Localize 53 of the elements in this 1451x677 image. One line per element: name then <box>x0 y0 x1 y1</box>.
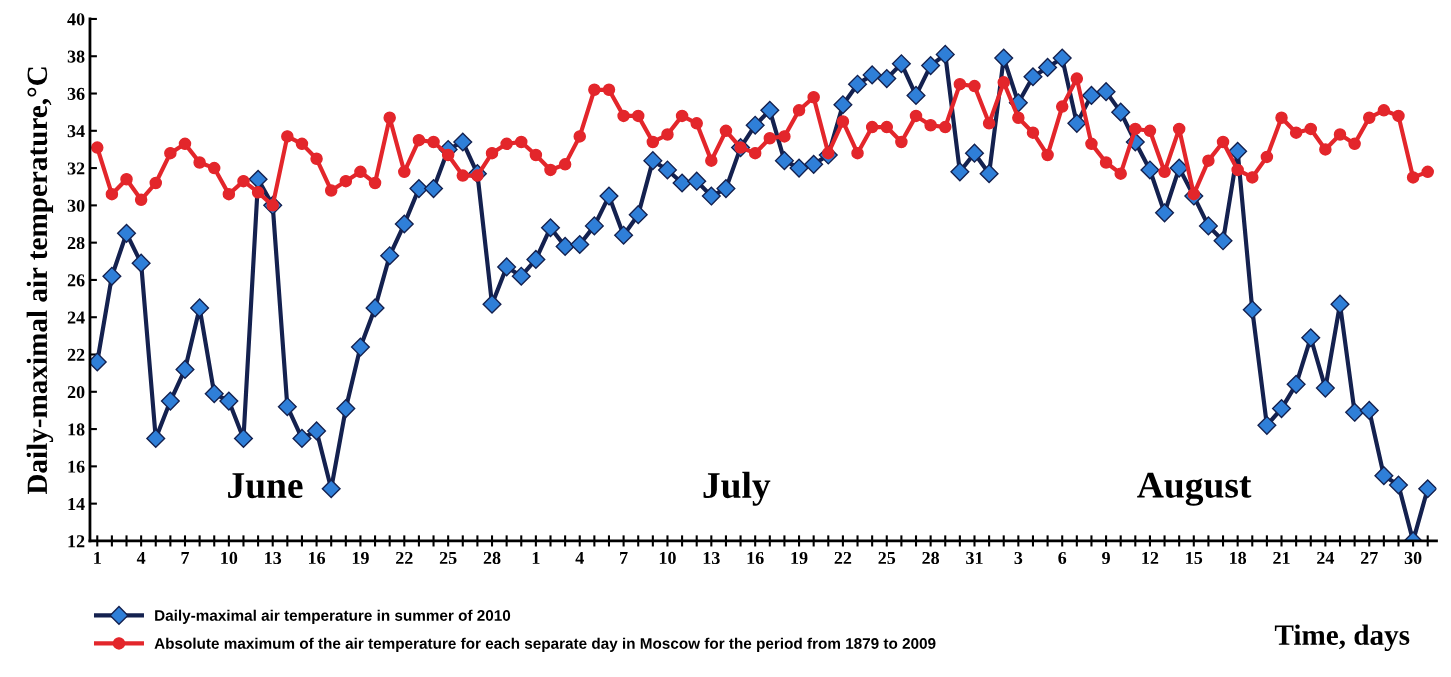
x-tick-label: 31 <box>966 551 983 565</box>
x-tick-label: 7 <box>181 552 190 564</box>
x-tick-label: 19 <box>352 551 369 565</box>
y-tick-label: 38 <box>67 50 85 63</box>
y-tick-label: 20 <box>67 386 85 399</box>
x-tick-label: 12 <box>1142 551 1159 564</box>
x-tick-label: 10 <box>659 551 676 565</box>
x-tick-label: 28 <box>922 551 940 565</box>
x-tick-label: 1 <box>532 551 540 564</box>
x-tick-label: 27 <box>1360 551 1378 564</box>
y-tick-label: 40 <box>67 13 85 26</box>
x-tick-label: 18 <box>1230 551 1247 565</box>
x-tick-label: 16 <box>309 551 326 565</box>
x-axis-title: Time, days <box>1274 624 1410 651</box>
x-tick-label: 25 <box>878 551 896 565</box>
annotation: July <box>703 471 771 506</box>
legend-label: Daily-maximal air temperature in summer of 2010 <box>155 609 511 624</box>
x-tick-label: 28 <box>483 551 501 565</box>
x-tick-label: 24 <box>1317 551 1335 564</box>
x-tick-label: 19 <box>791 551 808 565</box>
y-tick-label: 36 <box>67 87 85 100</box>
x-tick-label: 25 <box>439 551 457 565</box>
y-tick-label: 24 <box>67 311 85 324</box>
x-tick-label: 13 <box>265 551 282 565</box>
x-tick-label: 9 <box>1102 551 1110 565</box>
x-tick-label: 22 <box>834 551 852 564</box>
y-tick-label: 16 <box>68 460 85 473</box>
y-tick-label: 12 <box>68 535 85 548</box>
x-tick-label: 22 <box>396 551 413 564</box>
annotation: August <box>1137 472 1252 506</box>
x-tick-label: 13 <box>703 551 720 565</box>
x-tick-label: 15 <box>1186 551 1203 565</box>
annotation: June <box>228 473 303 499</box>
x-tick-label: 21 <box>1273 551 1290 564</box>
y-tick-label: 18 <box>68 423 85 436</box>
y-tick-label: 30 <box>67 199 85 212</box>
x-tick-label: 4 <box>136 551 146 564</box>
y-tick-label: 14 <box>68 497 85 510</box>
y-tick-label: 28 <box>67 236 85 250</box>
y-tick-label: 26 <box>67 274 85 287</box>
legend-label: Absolute maximum of the air temperature for each separate day in Moscow for the period from 1879 to 2009 <box>154 637 936 652</box>
x-tick-label: 4 <box>575 551 584 564</box>
x-tick-label: 16 <box>747 551 764 565</box>
x-tick-label: 3 <box>1014 551 1023 565</box>
x-tick-label: 30 <box>1404 551 1422 565</box>
x-tick-label: 1 <box>94 551 101 564</box>
x-tick-label: 7 <box>620 552 628 564</box>
x-tick-label: 10 <box>221 551 238 565</box>
y-tick-label: 34 <box>67 125 85 138</box>
y-tick-label: 32 <box>67 162 85 175</box>
y-tick-label: 22 <box>67 348 85 361</box>
x-tick-label: 6 <box>1058 551 1067 565</box>
y-axis-title: Daily-maximal air temperature,°C <box>26 67 54 495</box>
